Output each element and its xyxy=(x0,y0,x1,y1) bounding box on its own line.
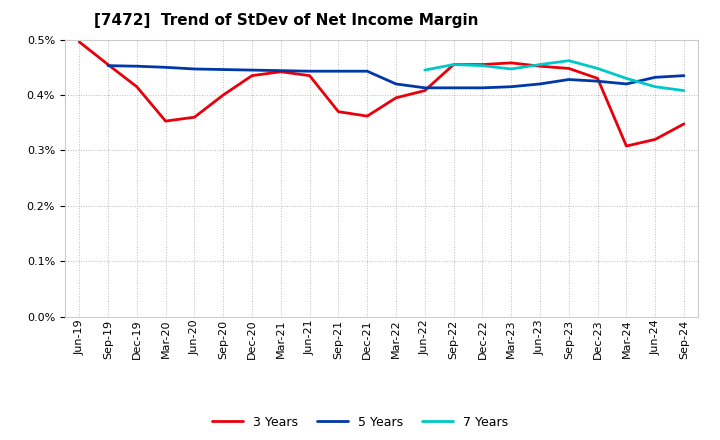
Line: 3 Years: 3 Years xyxy=(79,42,684,146)
3 Years xyxy=(363,114,372,119)
5 Years xyxy=(680,73,688,78)
3 Years xyxy=(593,76,602,81)
3 Years xyxy=(161,118,170,124)
3 Years xyxy=(219,92,228,98)
5 Years xyxy=(564,77,573,82)
5 Years xyxy=(478,85,487,91)
7 Years xyxy=(420,67,429,73)
3 Years xyxy=(75,39,84,44)
3 Years xyxy=(622,143,631,149)
Text: [7472]  Trend of StDev of Net Income Margin: [7472] Trend of StDev of Net Income Marg… xyxy=(94,13,478,28)
5 Years xyxy=(190,66,199,72)
3 Years xyxy=(680,121,688,127)
3 Years xyxy=(334,109,343,114)
3 Years xyxy=(478,62,487,67)
3 Years xyxy=(276,69,285,74)
5 Years xyxy=(622,81,631,87)
5 Years xyxy=(536,81,544,87)
3 Years xyxy=(104,62,112,67)
3 Years xyxy=(190,114,199,120)
7 Years xyxy=(478,63,487,68)
5 Years xyxy=(651,75,660,80)
3 Years xyxy=(536,63,544,69)
5 Years xyxy=(248,67,256,73)
7 Years xyxy=(536,62,544,67)
Legend: 3 Years, 5 Years, 7 Years: 3 Years, 5 Years, 7 Years xyxy=(207,411,513,434)
7 Years xyxy=(564,58,573,63)
5 Years xyxy=(593,78,602,84)
7 Years xyxy=(449,62,458,67)
5 Years xyxy=(420,85,429,91)
7 Years xyxy=(680,88,688,93)
5 Years xyxy=(305,69,314,74)
5 Years xyxy=(507,84,516,89)
3 Years xyxy=(507,60,516,66)
3 Years xyxy=(651,137,660,142)
5 Years xyxy=(219,67,228,72)
7 Years xyxy=(593,66,602,71)
5 Years xyxy=(276,68,285,73)
5 Years xyxy=(132,63,141,69)
3 Years xyxy=(564,66,573,71)
5 Years xyxy=(161,65,170,70)
Line: 5 Years: 5 Years xyxy=(108,66,684,88)
3 Years xyxy=(420,88,429,93)
5 Years xyxy=(363,69,372,74)
7 Years xyxy=(507,66,516,72)
3 Years xyxy=(449,62,458,67)
5 Years xyxy=(449,85,458,91)
3 Years xyxy=(392,95,400,100)
3 Years xyxy=(305,73,314,78)
7 Years xyxy=(651,84,660,89)
7 Years xyxy=(622,76,631,81)
Line: 7 Years: 7 Years xyxy=(425,61,684,91)
5 Years xyxy=(334,69,343,74)
3 Years xyxy=(132,84,141,89)
5 Years xyxy=(392,81,400,87)
5 Years xyxy=(104,63,112,68)
3 Years xyxy=(248,73,256,78)
